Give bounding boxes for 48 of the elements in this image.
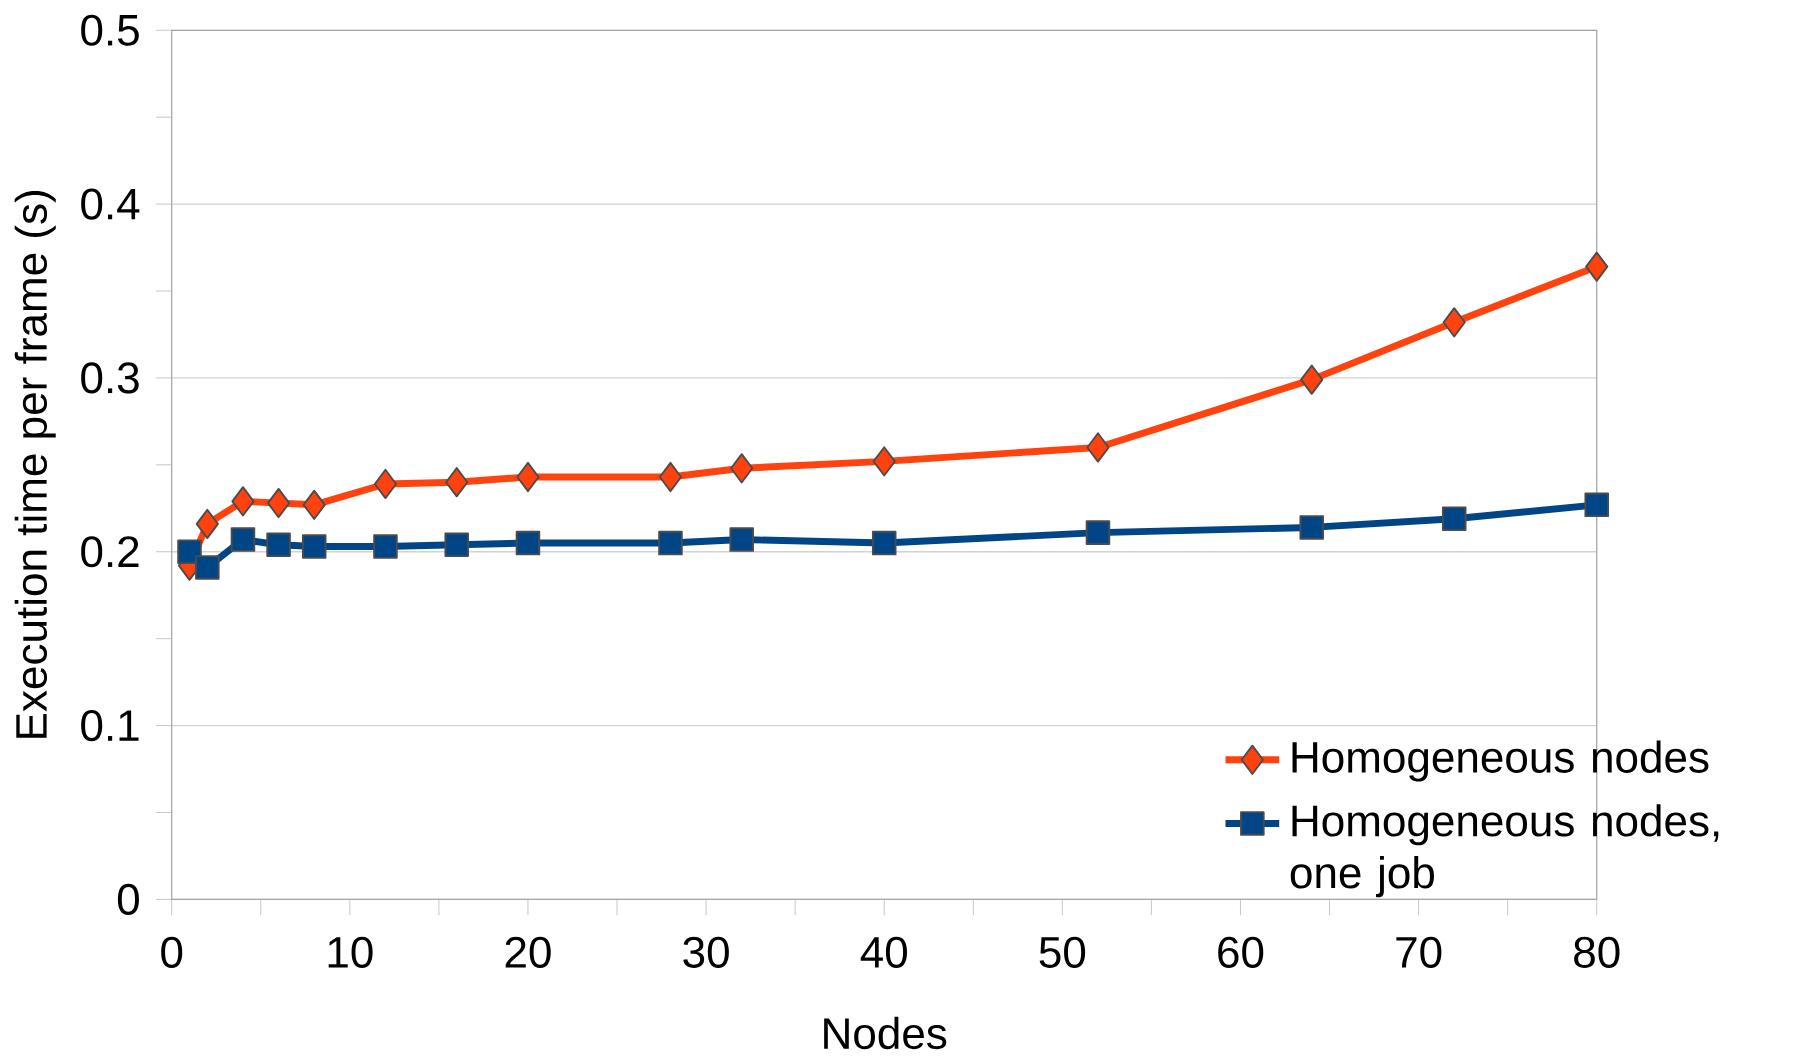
point [266, 532, 291, 558]
point [195, 555, 220, 580]
point [177, 539, 202, 565]
y-tick-label: 0.5 [81, 14, 139, 46]
y-tick-label: 0.2 [81, 536, 139, 568]
point [1585, 251, 1609, 282]
x-tick-label: 40 [860, 936, 908, 969]
point [267, 488, 291, 519]
x-tick-label: 50 [1039, 936, 1086, 969]
point [1584, 492, 1610, 518]
point [1299, 515, 1325, 540]
y-tick-label: 0.1 [81, 710, 139, 742]
point [444, 532, 469, 558]
x-tick-label: 60 [1218, 936, 1264, 969]
point [872, 446, 896, 477]
x-tick-label: 0 [161, 936, 183, 969]
point [515, 530, 541, 556]
x-tick-label: 80 [1574, 936, 1620, 969]
y-tick-label: 0.3 [81, 362, 139, 394]
x-tick-label: 70 [1396, 936, 1442, 969]
point [373, 468, 398, 500]
point [301, 534, 327, 559]
y-tick-label: 0 [117, 883, 139, 916]
point [445, 467, 469, 498]
point [516, 461, 540, 493]
x-tick-label: 20 [505, 936, 551, 969]
point [730, 453, 754, 484]
point [1442, 307, 1466, 338]
point [1086, 432, 1110, 463]
x-tick-label: 30 [683, 936, 729, 969]
legend-label: Homogeneous nodes, one job [1290, 804, 1719, 898]
y-axis-title: Execution time per frame (s) [14, 191, 56, 738]
point [1300, 364, 1324, 395]
point [1441, 506, 1467, 532]
point [302, 489, 326, 521]
legend-label: Homogeneous nodes [1292, 740, 1709, 782]
x-axis-title: Nodes [824, 1016, 947, 1050]
point [373, 534, 398, 559]
point [230, 527, 256, 552]
x-tick-label: 10 [328, 936, 373, 969]
point [231, 486, 255, 517]
point [658, 461, 683, 493]
point [658, 530, 683, 556]
point [1085, 520, 1111, 545]
point [729, 527, 754, 552]
y-tick-label: 0.4 [81, 188, 140, 220]
point [195, 508, 219, 540]
point [871, 530, 897, 556]
